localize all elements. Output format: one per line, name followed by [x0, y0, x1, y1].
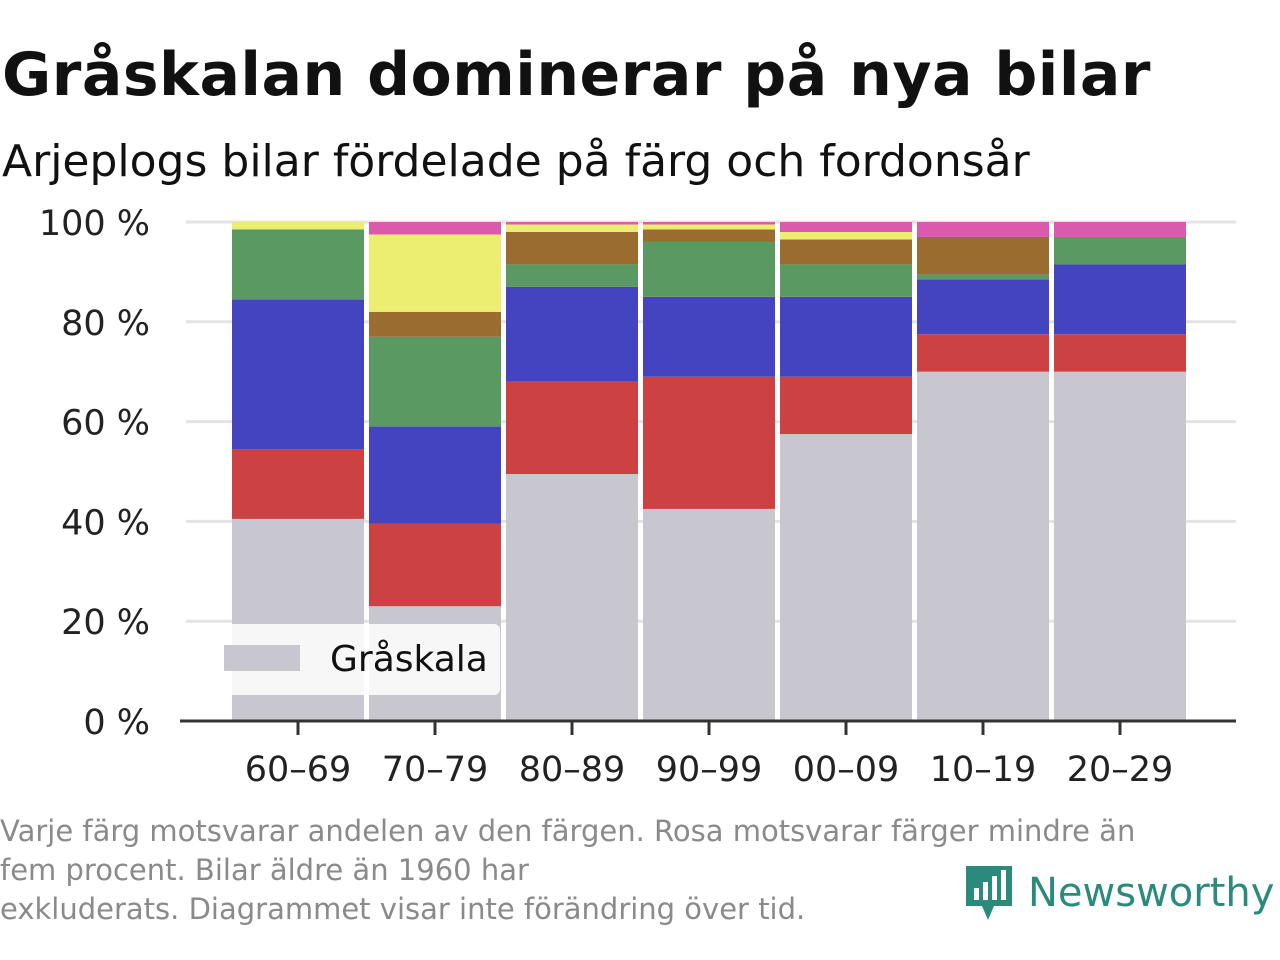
bar-segment [369, 523, 501, 607]
bar-segment [1054, 371, 1186, 721]
bar-segment [780, 296, 912, 377]
bar-segment [643, 229, 775, 242]
stacked-bar-chart: 0 % 20 % 40 % 60 % 80 % 100 % 60–69 70–79 80–89… [39, 204, 1236, 790]
bar-segment [232, 222, 364, 230]
bar-segment [369, 234, 501, 312]
bar-segment [917, 279, 1049, 335]
bar-segment [506, 231, 638, 265]
bar-segment [643, 508, 775, 721]
bar-segment [643, 224, 775, 230]
y-tick-label: 60 % [61, 404, 150, 444]
y-tick-label: 40 % [61, 503, 150, 543]
x-tick-label: 90–99 [656, 750, 763, 790]
x-tick-label: 80–89 [519, 750, 626, 790]
brand: Newsworthy [964, 862, 1274, 924]
x-tick-label: 20–29 [1067, 750, 1174, 790]
bar-segment [1054, 264, 1186, 335]
bar-segment [780, 239, 912, 265]
bar-segment [780, 231, 912, 240]
bar-segment [506, 286, 638, 382]
bar-segment [917, 371, 1049, 721]
bar-segment [643, 376, 775, 509]
bar-segment [917, 334, 1049, 372]
bar-segment [506, 381, 638, 474]
bar-segment [1054, 222, 1186, 237]
y-tick-label: 100 % [39, 204, 150, 244]
x-tick-label: 10–19 [930, 750, 1037, 790]
bar-segment [917, 222, 1049, 237]
bar-segment [369, 311, 501, 337]
legend-swatch [224, 645, 300, 671]
bar-segment [780, 376, 912, 435]
bar-segment [369, 426, 501, 524]
caption-line-1: Varje färg motsvarar andelen av den färg… [0, 814, 1136, 848]
bar-segment [643, 241, 775, 297]
caption-line-2: fem procent. Bilar äldre än 1960 har [0, 853, 529, 887]
bar-segment [369, 222, 501, 235]
bar-segment [232, 229, 364, 300]
y-tick-label: 20 % [61, 603, 150, 643]
bars [232, 222, 1186, 721]
bar-segment [506, 224, 638, 232]
bar-segment [1054, 334, 1186, 372]
caption-line-3: exkluderats. Diagrammet visar inte förän… [0, 892, 806, 926]
bar-segment [232, 449, 364, 519]
brand-name: Newsworthy [1028, 870, 1275, 916]
legend: Gråskala [224, 624, 500, 695]
legend-box [224, 624, 500, 695]
bar-segment [232, 299, 364, 450]
bar-segment [917, 236, 1049, 275]
bar-segment [780, 434, 912, 721]
bar-segment [780, 222, 912, 232]
bar-segment [506, 264, 638, 287]
y-tick-label: 0 % [83, 703, 150, 743]
bar-segment [917, 274, 1049, 280]
y-tick-label: 80 % [61, 304, 150, 344]
legend-label: Gråskala [330, 639, 488, 680]
x-tick-label: 70–79 [382, 750, 489, 790]
bar-segment [369, 336, 501, 427]
chart-title: Gråskalan dominerar på nya bilar [2, 40, 1151, 110]
bar-segment [780, 264, 912, 297]
x-tick-label: 60–69 [245, 750, 352, 790]
bar-segment [506, 222, 638, 225]
x-tick-label: 00–09 [793, 750, 900, 790]
y-axis: 0 % 20 % 40 % 60 % 80 % 100 % [39, 204, 150, 743]
bar-segment [643, 296, 775, 377]
bar-segment [506, 473, 638, 721]
newsworthy-logo-icon [966, 866, 1012, 920]
bar-segment [643, 222, 775, 225]
bar-segment [1054, 236, 1186, 265]
chart-subtitle: Arjeplogs bilar fördelade på färg och fo… [2, 136, 1030, 187]
caption: Varje färg motsvarar andelen av den färg… [0, 812, 1260, 929]
x-axis: 60–69 70–79 80–89 90–99 00–09 10–19 20–29 [180, 719, 1236, 790]
